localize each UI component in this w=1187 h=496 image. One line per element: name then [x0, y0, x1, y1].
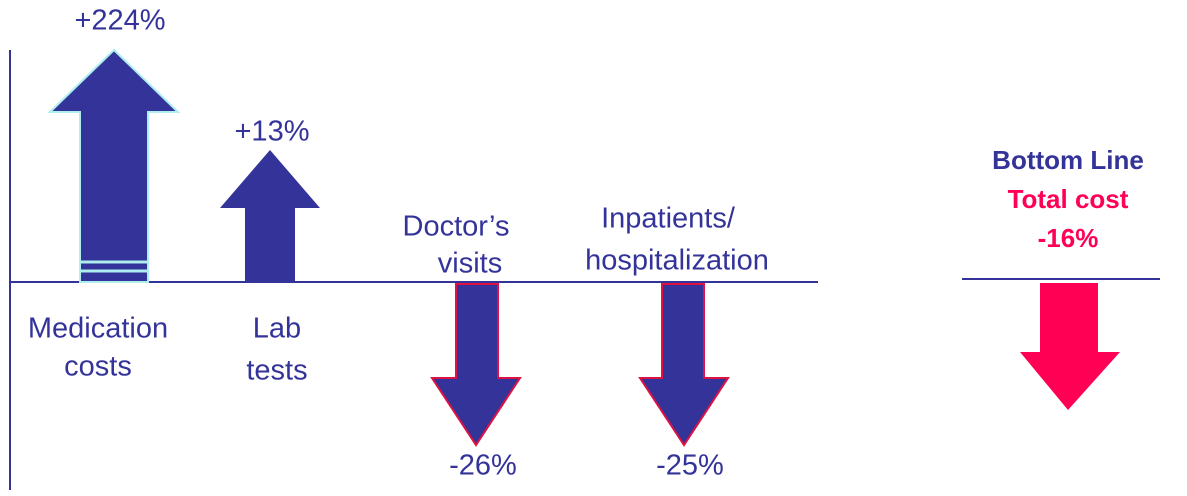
- item-label: Medication: [28, 313, 168, 345]
- up-arrow: [220, 150, 320, 282]
- change-label: +13%: [235, 116, 310, 148]
- bottom-line-change: -16%: [1038, 223, 1099, 253]
- item-label: visits: [438, 248, 502, 280]
- total-arrow: [1020, 283, 1120, 410]
- item-label: Lab: [253, 313, 301, 345]
- item-label: costs: [64, 351, 132, 383]
- bottom-line-title: Bottom Line: [992, 145, 1144, 175]
- item-label: Doctor’s: [403, 211, 510, 243]
- up-arrow: [47, 48, 181, 283]
- down-arrow: [430, 283, 522, 447]
- change-label: -26%: [449, 450, 517, 482]
- change-label: -25%: [656, 450, 724, 482]
- item-label: hospitalization: [585, 245, 769, 277]
- bottom-line-label: Total cost: [1008, 184, 1129, 214]
- item-label: Inpatients/: [601, 203, 736, 235]
- item-label: tests: [246, 355, 307, 387]
- change-label: +224%: [74, 5, 165, 37]
- down-arrow: [638, 283, 730, 447]
